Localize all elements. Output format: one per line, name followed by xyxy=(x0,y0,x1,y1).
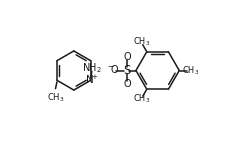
Text: N: N xyxy=(86,75,94,85)
Text: O: O xyxy=(123,79,131,89)
Text: CH$_3$: CH$_3$ xyxy=(132,93,150,105)
Text: −: − xyxy=(107,62,113,71)
Text: S: S xyxy=(123,64,131,77)
Text: +: + xyxy=(91,74,97,80)
Text: CH$_3$: CH$_3$ xyxy=(182,64,199,77)
Text: NH$_2$: NH$_2$ xyxy=(82,61,102,75)
Text: O: O xyxy=(111,66,118,75)
Text: CH$_3$: CH$_3$ xyxy=(132,36,150,48)
Text: CH$_3$: CH$_3$ xyxy=(47,91,64,104)
Text: O: O xyxy=(123,52,131,62)
